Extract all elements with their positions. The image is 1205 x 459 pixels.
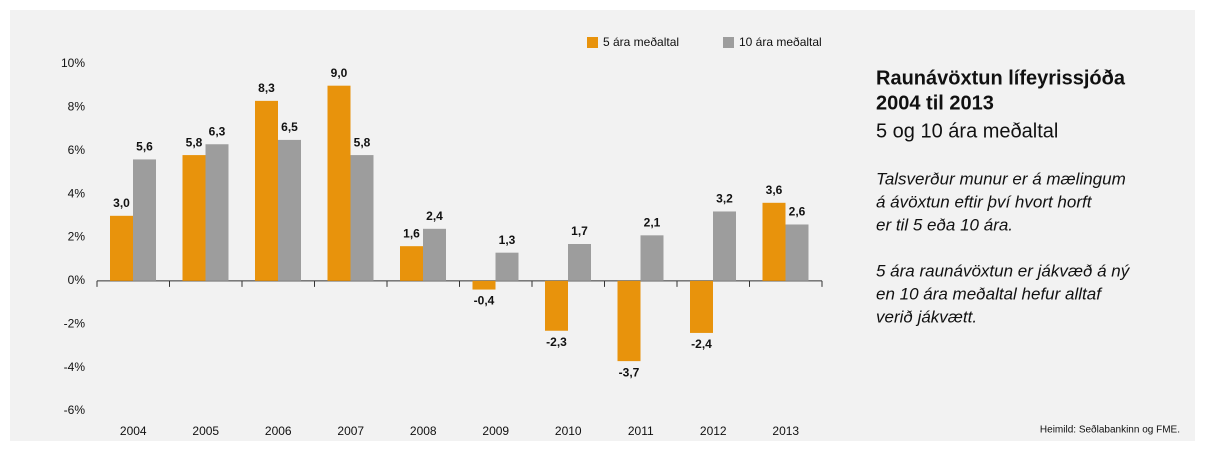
y-tick-label: 8% bbox=[68, 100, 86, 114]
bar bbox=[400, 246, 423, 281]
bar bbox=[640, 235, 664, 281]
value-label: 6,3 bbox=[209, 124, 226, 138]
value-label: 3,0 bbox=[113, 196, 130, 210]
bar bbox=[762, 202, 786, 281]
value-label: 5,6 bbox=[136, 140, 153, 154]
legend-label: 5 ára meðaltal bbox=[603, 35, 679, 49]
x-tick-label: 2010 bbox=[555, 424, 582, 438]
bar bbox=[568, 244, 591, 281]
bar bbox=[713, 211, 736, 281]
x-tick-label: 2005 bbox=[192, 424, 219, 438]
chart-title: 2004 til 2013 bbox=[876, 92, 994, 114]
value-label: 1,3 bbox=[499, 233, 516, 247]
x-tick-label: 2004 bbox=[120, 424, 147, 438]
x-tick-label: 2008 bbox=[410, 424, 437, 438]
x-tick-label: 2009 bbox=[482, 424, 509, 438]
bar bbox=[545, 280, 568, 331]
legend-swatch bbox=[587, 37, 598, 48]
value-label: 2,6 bbox=[789, 205, 806, 219]
y-tick-label: -2% bbox=[64, 316, 86, 330]
legend-swatch bbox=[723, 37, 734, 48]
value-label: 3,6 bbox=[766, 183, 783, 197]
bar bbox=[133, 159, 156, 281]
value-label: 8,3 bbox=[258, 81, 275, 95]
y-tick-label: 2% bbox=[68, 230, 86, 244]
bar bbox=[495, 252, 519, 281]
y-tick-label: 10% bbox=[61, 56, 85, 70]
bar bbox=[690, 280, 713, 333]
x-tick-label: 2007 bbox=[337, 424, 364, 438]
x-tick-label: 2012 bbox=[700, 424, 727, 438]
value-label: -2,3 bbox=[546, 335, 567, 349]
y-tick-label: 6% bbox=[68, 143, 86, 157]
value-label: 2,1 bbox=[644, 216, 661, 230]
bar bbox=[327, 85, 351, 281]
bar bbox=[255, 100, 278, 281]
x-tick-label: 2011 bbox=[628, 424, 654, 438]
note: Talsverður munur er á mælingum bbox=[876, 169, 1126, 188]
bar bbox=[617, 280, 641, 362]
y-tick-label: -4% bbox=[64, 360, 86, 374]
value-label: 6,5 bbox=[281, 120, 298, 134]
legend-label: 10 ára meðaltal bbox=[739, 35, 822, 49]
bar bbox=[350, 155, 374, 281]
note: á ávöxtun eftir því hvort horft bbox=[876, 192, 1093, 211]
y-tick-label: -6% bbox=[64, 403, 86, 417]
y-tick-label: 4% bbox=[68, 186, 86, 200]
value-label: 5,8 bbox=[186, 135, 203, 149]
value-label: 1,6 bbox=[403, 226, 420, 240]
value-label: 1,7 bbox=[571, 224, 588, 238]
bar bbox=[785, 224, 809, 281]
value-label: -2,4 bbox=[691, 337, 712, 351]
source: Heimild: Seðlabankinn og FME. bbox=[1040, 424, 1180, 436]
y-tick-label: 0% bbox=[68, 273, 86, 287]
bar bbox=[205, 144, 229, 281]
chart-subtitle: 5 og 10 ára meðaltal bbox=[876, 120, 1058, 142]
bar bbox=[423, 228, 446, 281]
bar bbox=[110, 215, 133, 281]
note: verið jákvætt. bbox=[876, 307, 977, 326]
x-tick-label: 2006 bbox=[265, 424, 292, 438]
note: en 10 ára meðaltal hefur alltaf bbox=[876, 284, 1103, 303]
note: er til 5 eða 10 ára. bbox=[876, 215, 1013, 234]
value-label: 2,4 bbox=[426, 209, 443, 223]
x-tick-label: 2013 bbox=[772, 424, 799, 438]
value-label: -3,7 bbox=[619, 365, 640, 379]
bar bbox=[472, 280, 496, 290]
value-label: 5,8 bbox=[354, 135, 371, 149]
note: 5 ára raunávöxtun er jákvæð á ný bbox=[876, 261, 1131, 280]
bar bbox=[278, 139, 301, 281]
bar bbox=[182, 155, 206, 281]
chart-title: Raunávöxtun lífeyrissjóða bbox=[876, 67, 1126, 89]
value-label: -0,4 bbox=[474, 294, 495, 308]
value-label: 9,0 bbox=[331, 66, 348, 80]
value-label: 3,2 bbox=[716, 192, 733, 206]
